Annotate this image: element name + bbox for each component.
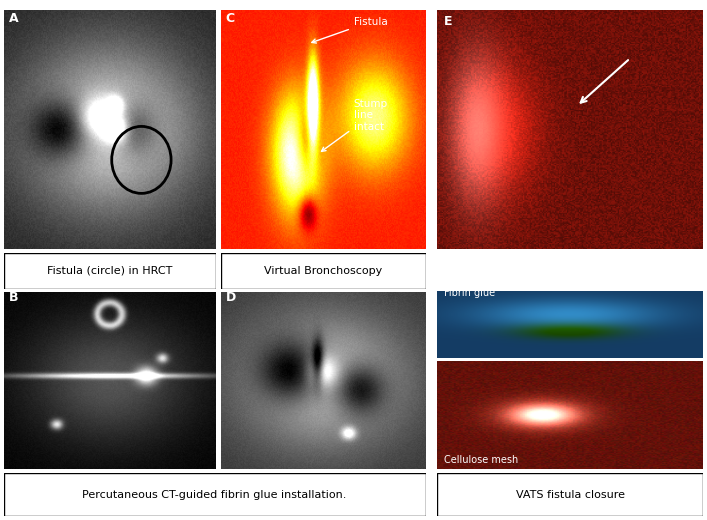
Text: Fistula: Fistula: [312, 17, 387, 43]
Text: VATS fistula closure: VATS fistula closure: [515, 489, 625, 500]
Text: Percutaneous CT-guided fibrin glue installation.: Percutaneous CT-guided fibrin glue insta…: [83, 489, 346, 500]
Text: C: C: [226, 12, 235, 25]
Text: D: D: [226, 291, 236, 304]
Text: E: E: [443, 15, 452, 28]
Text: Virtual Bronchoscopy: Virtual Bronchoscopy: [264, 266, 382, 276]
Text: B: B: [8, 291, 18, 304]
Text: Fistula (circle) in HRCT: Fistula (circle) in HRCT: [47, 266, 173, 276]
Text: Cellulose mesh: Cellulose mesh: [444, 456, 518, 465]
Text: Stump
line
intact: Stump line intact: [322, 99, 388, 151]
Text: Fibrin glue: Fibrin glue: [444, 288, 495, 298]
Text: A: A: [8, 12, 18, 25]
